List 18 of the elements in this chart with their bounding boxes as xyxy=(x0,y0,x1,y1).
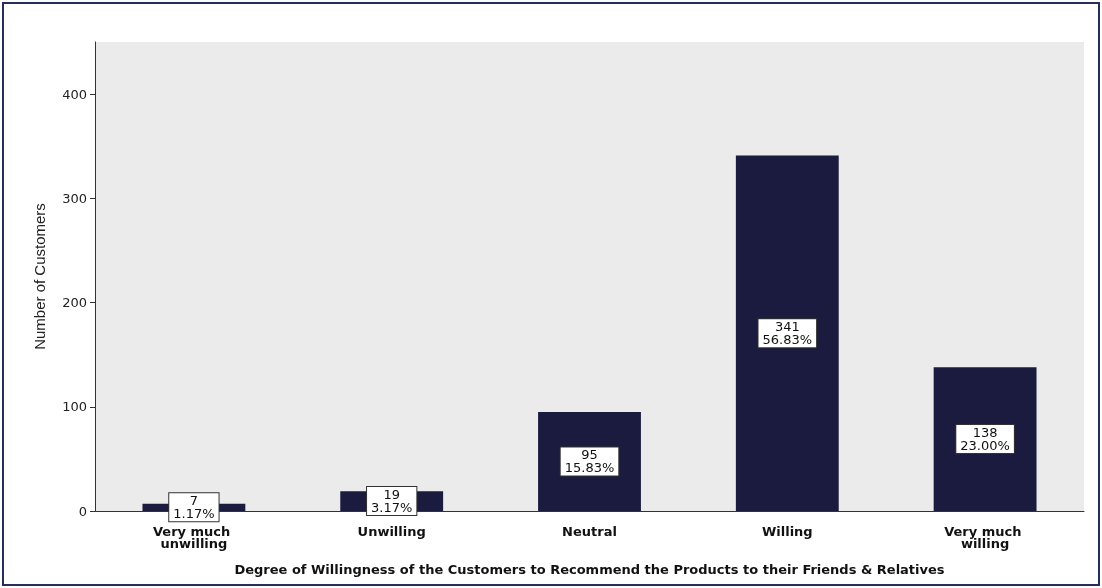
data-label: 7 1.17% xyxy=(173,493,215,522)
y-axis-title: Number of Customers xyxy=(31,203,48,350)
x-tick-label: Very much unwilling xyxy=(152,523,235,551)
x-axis-title: Degree of Willingness of the Customers to Recommend the Products to their Friends & Relatives xyxy=(234,562,945,577)
x-tick-label: Very much willing xyxy=(944,523,1027,551)
data-label: 19 3.17% xyxy=(371,487,413,516)
y-tick-label: 400 xyxy=(62,86,87,102)
bar xyxy=(735,155,839,511)
y-tick-label: 200 xyxy=(62,295,87,311)
y-tick-label: 0 xyxy=(78,503,87,519)
data-label: 95 15.83% xyxy=(564,447,615,476)
x-tick-label: Unwilling xyxy=(357,523,426,539)
y-tick-label: 300 xyxy=(62,190,87,206)
y-tick-label: 100 xyxy=(62,399,87,415)
x-tick-label: Neutral xyxy=(562,523,617,539)
x-tick-label: Willing xyxy=(761,523,813,539)
data-label: 341 56.83% xyxy=(762,319,813,348)
data-label: 138 23.00% xyxy=(960,425,1010,454)
